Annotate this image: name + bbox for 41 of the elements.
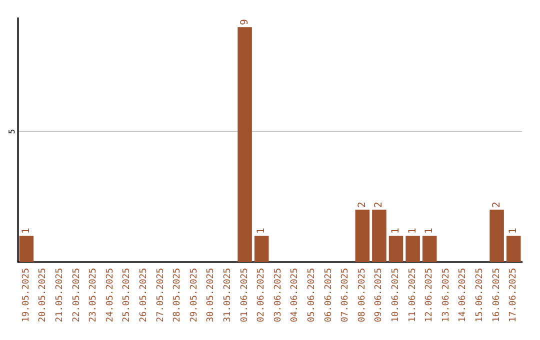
x-tick-label: 17.06.2025 <box>508 268 519 322</box>
x-tick-label: 08.06.2025 <box>357 268 368 322</box>
x-tick-label: 19.05.2025 <box>21 268 32 322</box>
data-label: 2 <box>356 202 368 208</box>
data-label: 1 <box>390 228 402 234</box>
data-label: 9 <box>239 19 250 26</box>
x-tick-label: 28.05.2025 <box>172 268 183 322</box>
x-tick-label: 22.05.2025 <box>72 268 82 322</box>
x-tick-label: 06.06.2025 <box>324 268 334 322</box>
data-label: 1 <box>508 228 520 234</box>
y-tick-label: 5 <box>8 128 16 134</box>
x-tick-label: 30.05.2025 <box>206 268 216 322</box>
x-tick-label: 07.06.2025 <box>340 268 351 322</box>
data-label: 1 <box>20 228 32 234</box>
x-tick-label: 15.06.2025 <box>475 268 485 322</box>
x-tick-label: 12.06.2025 <box>424 268 435 322</box>
x-tick-label: 11.06.2025 <box>408 268 418 322</box>
data-label: 2 <box>491 202 502 208</box>
x-tick-label: 20.05.2025 <box>38 268 48 322</box>
data-label: 1 <box>256 228 268 234</box>
x-tick-label: 01.06.2025 <box>240 268 250 322</box>
x-tick-label: 23.05.2025 <box>88 268 99 322</box>
x-tick-label: 13.06.2025 <box>441 268 452 322</box>
x-tick-label: 02.06.2025 <box>256 268 267 322</box>
x-tick-label: 24.05.2025 <box>105 268 116 322</box>
x-tick-label: 03.06.2025 <box>273 268 284 322</box>
x-tick-label: 16.06.2025 <box>492 268 502 322</box>
x-tick-label: 04.06.2025 <box>290 268 300 322</box>
data-label: 1 <box>407 228 418 234</box>
x-tick-label: 31.05.2025 <box>223 268 233 322</box>
x-tick-label: 25.05.2025 <box>122 268 132 322</box>
x-tick-label: 09.06.2025 <box>374 268 384 322</box>
x-tick-label: 10.06.2025 <box>391 268 401 322</box>
x-tick-label: 29.05.2025 <box>189 268 200 322</box>
x-tick-label: 26.05.2025 <box>139 268 149 322</box>
x-tick-label: 14.06.2025 <box>458 268 468 322</box>
data-label: 2 <box>374 202 385 208</box>
x-tick-label: 27.05.2025 <box>156 268 166 322</box>
x-tick-label: 21.05.2025 <box>55 268 65 322</box>
data-label: 1 <box>424 228 436 234</box>
x-tick-label: 05.06.2025 <box>307 268 317 322</box>
